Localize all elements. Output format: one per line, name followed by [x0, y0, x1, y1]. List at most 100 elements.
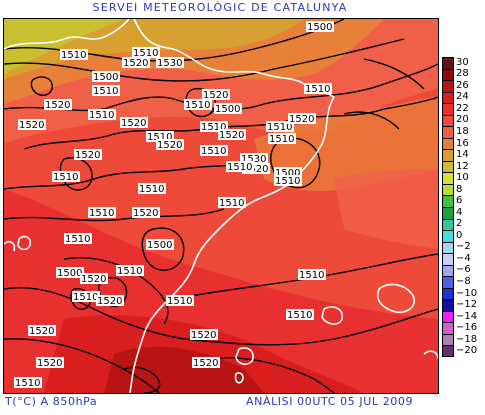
contour-label: 1510 — [201, 122, 226, 133]
contour-label: 1510 — [201, 146, 226, 157]
legend-item: −6 — [440, 264, 485, 277]
legend-swatch — [442, 68, 454, 81]
legend-swatch — [442, 241, 454, 254]
legend-swatch — [442, 322, 454, 334]
contour-label: 1520 — [191, 330, 216, 341]
legend-swatch — [442, 264, 454, 277]
contour-label: 1500 — [147, 240, 172, 251]
contour-label: 1500 — [93, 72, 118, 83]
legend-item: −16 — [440, 322, 485, 334]
contour-label: 1510 — [61, 50, 86, 61]
map-title: SERVEI METEOROLÒGIC DE CATALUNYA — [92, 1, 348, 14]
contour-label: 1520 — [157, 140, 182, 151]
legend-swatch — [442, 80, 454, 92]
legend-swatch — [442, 160, 454, 173]
legend-label: 16 — [456, 137, 469, 149]
contour-label: 1510 — [139, 184, 164, 195]
legend-item: −10 — [440, 288, 485, 300]
legend-item: 24 — [440, 91, 485, 104]
temperature-band-18-coast — [334, 169, 438, 249]
map-canvas: 1510 1520 1530 1510 1500 1500 1510 1510 … — [4, 19, 438, 393]
legend-item: 10 — [440, 172, 485, 184]
legend-label: 18 — [456, 126, 469, 137]
legend-item: 2 — [440, 218, 485, 231]
legend-swatch — [442, 114, 454, 127]
legend-item: 16 — [440, 138, 485, 150]
legend-label: 22 — [456, 102, 469, 114]
legend-swatch — [442, 345, 454, 357]
legend-label: −8 — [456, 276, 471, 287]
legend-swatch — [442, 137, 454, 150]
legend-swatch — [442, 253, 454, 265]
legend-label: 8 — [456, 183, 463, 195]
legend-label: −10 — [456, 287, 478, 299]
legend-swatch — [442, 218, 454, 231]
legend-swatch — [442, 149, 454, 161]
contour-label: 1510 — [185, 100, 210, 111]
legend-frame — [442, 57, 454, 357]
legend-label: 10 — [456, 172, 469, 184]
contour-label: 1510 — [147, 132, 172, 143]
legend-item: −4 — [440, 253, 485, 265]
legend-swatch — [442, 207, 454, 219]
contour-label: 1510 — [53, 172, 78, 183]
legend-label: 12 — [456, 160, 469, 172]
legend-swatch — [442, 299, 454, 311]
contour-label: 1520 — [123, 58, 148, 69]
contour-label: 1510 — [287, 310, 312, 321]
legend-item: 26 — [440, 80, 485, 92]
contour-label: 1510 — [65, 234, 90, 245]
contour-label: 1510 — [269, 134, 294, 145]
legend-label: −12 — [456, 299, 478, 311]
legend-item: 14 — [440, 149, 485, 161]
legend-label: 24 — [456, 91, 469, 103]
legend-item: −20 — [440, 345, 485, 357]
legend-label: 6 — [456, 195, 463, 207]
contour-label: 1520 — [121, 118, 146, 129]
legend-label: 4 — [456, 206, 463, 218]
contour-label: 1520 — [37, 358, 62, 369]
contour-label: 1520 — [97, 296, 122, 307]
contour-label: 1510 — [117, 266, 142, 277]
contour-labels: 1510 1520 1530 1510 1500 1500 1510 1510 … — [14, 21, 334, 389]
legend-swatch — [442, 172, 454, 184]
variable-label: T(°C) A 850hPa — [5, 395, 98, 408]
contour-label: 1510 — [73, 292, 98, 303]
contour-label: 1510 — [227, 162, 252, 173]
contour-label: 1510 — [133, 48, 158, 59]
contour-label: 1520 — [19, 120, 44, 131]
contour-label: 1510 — [15, 378, 40, 389]
legend-swatch — [442, 310, 454, 323]
contour-label: 1520 — [29, 326, 54, 337]
contour-label: 1520 — [203, 90, 228, 101]
legend-swatch — [442, 287, 454, 300]
contour-label: 1510 — [167, 296, 192, 307]
legend-label: 14 — [456, 149, 469, 161]
legend-swatch — [442, 195, 454, 207]
legend-item: 12 — [440, 161, 485, 173]
contour-label: 1510 — [305, 84, 330, 95]
legend-swatch — [442, 126, 454, 138]
legend-label: 20 — [456, 114, 469, 126]
contour-label: 1510 — [219, 198, 244, 209]
legend-item: −18 — [440, 334, 485, 346]
analysis-time-label: ANÀLISI 00UTC 05 JUL 2009 — [246, 395, 414, 408]
contour-label: 1530 — [241, 154, 266, 165]
temperature-legend: 30 28 26 24 22 20 18 16 14 12 10 8 6 4 2 0 −2 −4 −6 −8 −10 −1… — [440, 57, 485, 357]
legend-label: 0 — [456, 229, 463, 241]
legend-label: −6 — [456, 264, 471, 276]
legend-item: 20 — [440, 114, 485, 127]
legend-swatch — [442, 91, 454, 104]
legend-label: 30 — [456, 56, 469, 68]
contour-label: 1530 — [157, 58, 182, 69]
legend-swatch — [442, 333, 454, 346]
legend-label: 2 — [456, 218, 463, 230]
legend-label: −4 — [456, 252, 471, 264]
legend-item: −12 — [440, 299, 485, 311]
contour-label: 1520 — [289, 114, 314, 125]
legend-item: 4 — [440, 207, 485, 219]
legend-item: −2 — [440, 241, 485, 254]
contour-label: 1520 — [133, 208, 158, 219]
legend-item: 0 — [440, 230, 485, 242]
legend-item: 28 — [440, 68, 485, 81]
